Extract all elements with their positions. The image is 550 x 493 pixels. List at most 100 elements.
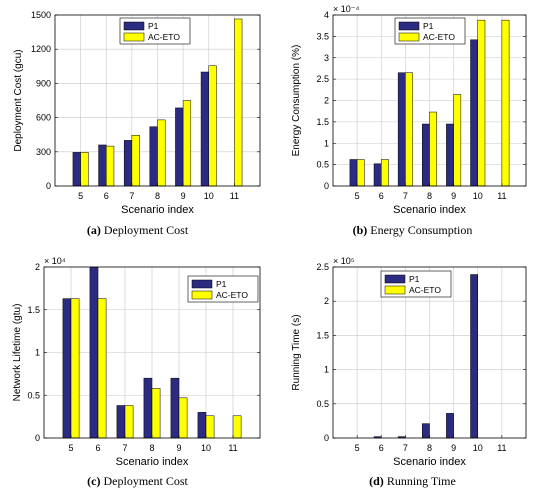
y-tick-label: 0 xyxy=(324,433,329,443)
y-tick-label: 0.5 xyxy=(27,390,40,400)
legend-label-1: P1 xyxy=(148,21,159,31)
bar-p1-10 xyxy=(470,39,479,187)
y-tick-label: 600 xyxy=(36,113,51,123)
bar-p1-8 xyxy=(422,423,430,439)
bar-ac-eto-8 xyxy=(151,388,161,439)
bar-p1-6 xyxy=(89,266,99,439)
x-tick-label: 7 xyxy=(129,191,134,201)
bar-ac-eto-6 xyxy=(106,145,115,187)
caption-text: Deployment Cost xyxy=(103,223,189,237)
bar-p1-9 xyxy=(170,377,180,439)
bar-ac-eto-8 xyxy=(429,111,437,187)
y-tick-label: 2.5 xyxy=(316,262,329,272)
bar-ac-eto-7 xyxy=(131,135,140,187)
legend-swatch-2 xyxy=(384,285,406,295)
x-tick-label: 7 xyxy=(403,191,408,201)
x-tick-label: 6 xyxy=(379,443,384,453)
x-tick-label: 10 xyxy=(473,191,483,201)
bar-p1-10 xyxy=(470,274,479,439)
bar-ac-eto-10 xyxy=(477,19,486,187)
legend-swatch-1 xyxy=(123,21,145,31)
bar-p1-7 xyxy=(123,140,133,187)
x-tick-label: 9 xyxy=(176,443,181,453)
caption-tag: (d) xyxy=(369,474,384,488)
y-tick-label: 2.5 xyxy=(316,74,329,84)
x-tick-label: 5 xyxy=(78,191,83,201)
legend-label-2: AC-ETO xyxy=(216,290,248,300)
bar-p1-5 xyxy=(72,152,81,187)
legend-swatch-1 xyxy=(398,21,420,31)
y-exponent-label: × 10⁻⁴ xyxy=(333,4,360,14)
x-tick-label: 5 xyxy=(355,191,360,201)
x-tick-label: 9 xyxy=(451,443,456,453)
x-tick-label: 5 xyxy=(355,443,360,453)
caption-running-time: (d) Running Time xyxy=(275,474,550,489)
y-axis-label: Energy Consumption (%) xyxy=(291,45,302,157)
y-axis-label: Deployment Cost (gcu) xyxy=(13,49,24,151)
x-tick-label: 8 xyxy=(427,443,432,453)
bar-ac-eto-9 xyxy=(453,94,462,187)
bar-p1-5 xyxy=(349,159,358,187)
y-tick-label: 0 xyxy=(324,181,329,191)
bar-ac-eto-5 xyxy=(70,298,80,439)
y-tick-label: 2 xyxy=(324,296,329,306)
bar-p1-9 xyxy=(446,123,454,187)
caption-energy-consumption: (b) Energy Consumption xyxy=(275,223,550,238)
y-axis-label: Running Time (s) xyxy=(291,314,302,390)
bar-p1-10 xyxy=(197,412,207,439)
legend-swatch-2 xyxy=(123,32,145,42)
y-tick-label: 1200 xyxy=(31,44,51,54)
bar-ac-eto-11 xyxy=(501,19,510,187)
bar-ac-eto-7 xyxy=(124,405,134,439)
y-tick-label: 1.5 xyxy=(27,305,40,315)
legend-label-1: P1 xyxy=(423,21,434,31)
y-tick-label: 0.5 xyxy=(316,399,329,409)
legend-label-2: AC-ETO xyxy=(409,285,441,295)
y-tick-label: 2 xyxy=(324,96,329,106)
bar-ac-eto-11 xyxy=(232,415,242,439)
bar-ac-eto-11 xyxy=(234,18,243,187)
x-tick-label: 6 xyxy=(104,191,109,201)
x-tick-label: 7 xyxy=(122,443,127,453)
caption-tag: (a) xyxy=(86,223,101,237)
x-tick-label: 11 xyxy=(228,443,237,453)
legend-swatch-2 xyxy=(398,32,420,42)
y-tick-label: 1 xyxy=(35,348,40,358)
y-tick-label: 1.5 xyxy=(316,330,329,340)
x-tick-label: 11 xyxy=(497,191,506,201)
x-axis-label: Scenario index xyxy=(121,204,194,216)
bar-p1-9 xyxy=(446,413,454,439)
y-tick-label: 1 xyxy=(324,365,329,375)
bar-ac-eto-10 xyxy=(205,415,215,439)
y-tick-label: 4 xyxy=(324,10,329,20)
x-tick-label: 9 xyxy=(451,191,456,201)
chart-panel-1: 0 300 600 900 1200 1500 5 6 7 8 9 10 11 Scenario inde… xyxy=(13,10,261,216)
x-tick-label: 5 xyxy=(68,443,73,453)
x-tick-label: 7 xyxy=(403,443,408,453)
chart-panel-2: 0 0.5 1 1.5 2 2.5 3 3.5 4 5 6 7 8 9 10 11 × 10⁻⁴ Scenario… xyxy=(291,4,527,216)
y-tick-label: 0 xyxy=(35,433,40,443)
y-tick-label: 300 xyxy=(36,147,51,157)
x-tick-label: 9 xyxy=(181,191,186,201)
y-tick-label: 0.5 xyxy=(316,160,329,170)
legend-swatch-1 xyxy=(384,274,406,284)
y-tick-label: 3 xyxy=(324,53,329,63)
x-axis-label: Scenario index xyxy=(393,456,466,468)
bar-p1-7 xyxy=(397,72,406,187)
y-tick-label: 900 xyxy=(36,78,51,88)
x-tick-label: 8 xyxy=(149,443,154,453)
bar-p1-10 xyxy=(200,71,209,187)
legend-swatch-2 xyxy=(191,290,213,300)
bar-ac-eto-6 xyxy=(97,298,107,439)
bar-ac-eto-7 xyxy=(405,72,413,187)
caption-text: Deployment Cost xyxy=(103,474,188,488)
bar-ac-eto-6 xyxy=(381,159,389,187)
y-tick-label: 1500 xyxy=(31,10,51,20)
caption-tag: (c) xyxy=(87,474,101,488)
x-tick-label: 8 xyxy=(155,191,160,201)
y-tick-label: 0 xyxy=(46,181,51,191)
